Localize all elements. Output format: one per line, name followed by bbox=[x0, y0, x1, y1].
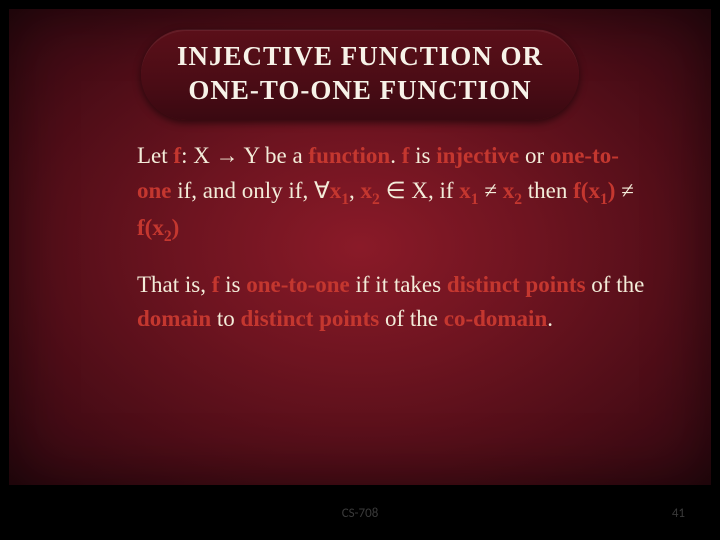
sub-1: 1 bbox=[600, 191, 608, 208]
hl-domain: domain bbox=[137, 306, 211, 331]
hl-fx1: f(x1) bbox=[573, 178, 615, 203]
slide: INJECTIVE FUNCTION OR ONE-TO-ONE FUNCTIO… bbox=[9, 9, 711, 485]
x: x bbox=[459, 178, 471, 203]
fx: f(x bbox=[137, 215, 164, 240]
text: . bbox=[390, 143, 402, 168]
text: X, if bbox=[406, 178, 460, 203]
sub-1: 1 bbox=[471, 191, 479, 208]
hl-distinct-points: distinct points bbox=[241, 306, 380, 331]
title-line-1: INJECTIVE FUNCTION OR bbox=[177, 40, 543, 74]
text: is bbox=[219, 272, 246, 297]
course-code: CS-708 bbox=[342, 506, 379, 521]
paragraph-1: Let f: X → Y be a function. f is injecti… bbox=[137, 139, 647, 248]
x: x bbox=[330, 178, 342, 203]
paren: ) bbox=[172, 215, 180, 240]
text: , bbox=[349, 178, 361, 203]
text: if, and only if, bbox=[172, 178, 314, 203]
text: Let bbox=[137, 143, 173, 168]
hl-fx2: f(x2) bbox=[137, 215, 179, 240]
hl-one-to-one: one-to-one bbox=[246, 272, 349, 297]
text: then bbox=[522, 178, 573, 203]
hl-co-domain: co-domain bbox=[444, 306, 548, 331]
text: is bbox=[409, 143, 436, 168]
hl-x2: x2 bbox=[503, 178, 522, 203]
hl-distinct-points: distinct points bbox=[447, 272, 586, 297]
footer: CS-708 41 bbox=[9, 500, 711, 528]
text: : X bbox=[181, 143, 216, 168]
sub-1: 1 bbox=[341, 191, 349, 208]
page-number: 41 bbox=[672, 506, 685, 521]
hl-x2: x2 bbox=[361, 178, 380, 203]
sub-2: 2 bbox=[164, 228, 172, 245]
text: Y be a bbox=[239, 143, 309, 168]
arrow-symbol: → bbox=[216, 143, 239, 168]
title-pill: INJECTIVE FUNCTION OR ONE-TO-ONE FUNCTIO… bbox=[141, 29, 579, 120]
text: if it takes bbox=[350, 272, 447, 297]
hl-x1: x1 bbox=[330, 178, 349, 203]
text: That is, bbox=[137, 272, 212, 297]
x: x bbox=[503, 178, 515, 203]
text: . bbox=[547, 306, 553, 331]
text: to bbox=[211, 306, 240, 331]
text: or bbox=[519, 143, 550, 168]
paragraph-2: That is, f is one-to-one if it takes dis… bbox=[137, 268, 647, 337]
page: INJECTIVE FUNCTION OR ONE-TO-ONE FUNCTIO… bbox=[0, 0, 720, 540]
hl-injective: injective bbox=[436, 143, 519, 168]
hl-x1: x1 bbox=[459, 178, 478, 203]
neq-symbol: ≠ bbox=[484, 178, 497, 203]
sub-2: 2 bbox=[514, 191, 522, 208]
forall-symbol: ∀ bbox=[314, 178, 330, 203]
sub-2: 2 bbox=[372, 191, 380, 208]
text: of the bbox=[586, 272, 645, 297]
element-of-symbol: ∈ bbox=[386, 178, 406, 203]
neq-symbol: ≠ bbox=[621, 178, 634, 203]
slide-body: Let f: X → Y be a function. f is injecti… bbox=[137, 139, 647, 357]
fx: f(x bbox=[573, 178, 600, 203]
hl-function: function bbox=[308, 143, 390, 168]
title-line-2: ONE-TO-ONE FUNCTION bbox=[177, 74, 543, 108]
hl-f: f bbox=[173, 143, 181, 168]
text: of the bbox=[379, 306, 444, 331]
x: x bbox=[361, 178, 373, 203]
